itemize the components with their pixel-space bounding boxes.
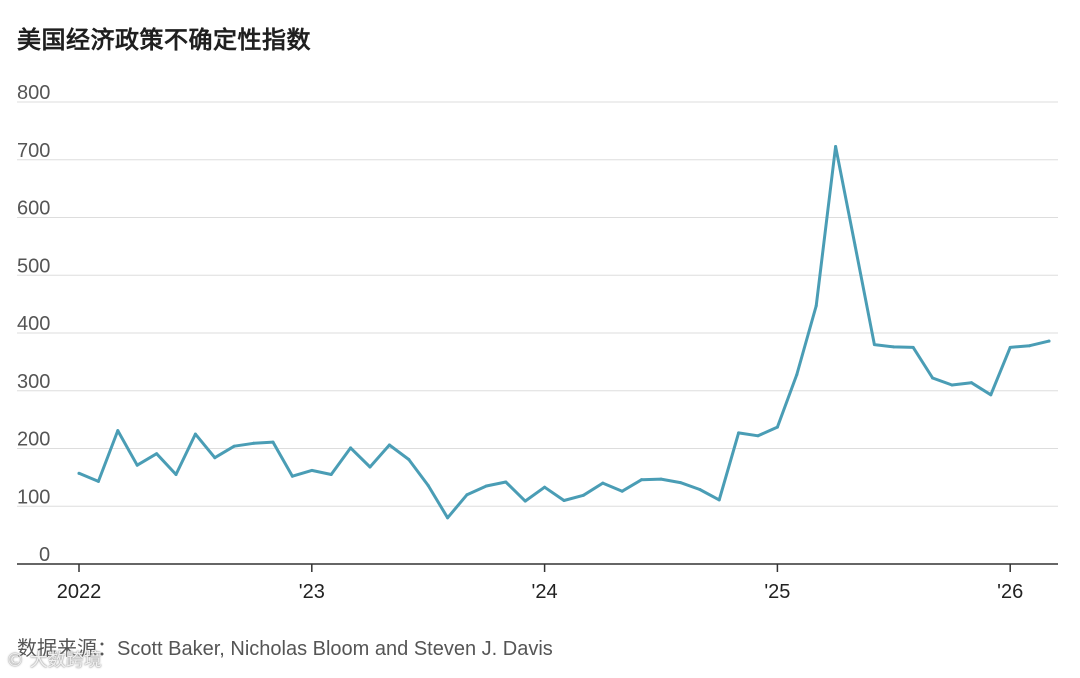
data-point-2025-01: [775, 425, 779, 429]
data-point-2025-04: [834, 144, 838, 148]
data-point-2026-02: [1028, 344, 1032, 348]
y-tick-label-400: 400: [17, 313, 50, 335]
data-point-2022-07: [193, 432, 197, 436]
data-point-2026-01: [1008, 345, 1012, 349]
data-point-2025-05: [853, 243, 857, 247]
data-point-2022-01: [77, 471, 81, 475]
data-point-2022-12: [290, 474, 294, 478]
y-tick-label-300: 300: [17, 371, 50, 393]
source-note: 数据来源：Scott Baker, Nicholas Bloom and Ste…: [17, 638, 553, 660]
data-point-2025-06: [872, 343, 876, 347]
data-point-2025-12: [989, 393, 993, 397]
data-point-2023-08: [446, 516, 450, 520]
data-point-2025-02: [795, 373, 799, 377]
chart-title: 美国经济政策不确定性指数: [17, 26, 311, 54]
data-point-2025-07: [892, 345, 896, 349]
data-point-2024-03: [581, 493, 585, 497]
x-axis-ticks: 2022 '23 '24 '25 '26: [57, 564, 1023, 603]
x-tick-label: '26: [997, 581, 1023, 603]
y-tick-label-500: 500: [17, 255, 50, 277]
data-point-2023-12: [523, 499, 527, 503]
data-point-2024-09: [698, 488, 702, 492]
data-point-2022-06: [174, 472, 178, 476]
series-line-0: [77, 145, 1051, 520]
data-point-2024-10: [717, 498, 721, 502]
data-point-2023-09: [465, 493, 469, 497]
data-point-2024-02: [562, 498, 566, 502]
data-point-2023-05: [387, 443, 391, 447]
data-point-2023-11: [504, 480, 508, 484]
data-point-2023-03: [349, 446, 353, 450]
data-point-2024-01: [543, 485, 547, 489]
data-point-2023-01: [310, 468, 314, 472]
x-tick-label: 2022: [57, 581, 102, 603]
data-point-2025-03: [814, 304, 818, 308]
data-point-2022-05: [155, 452, 159, 456]
y-tick-label-700: 700: [17, 140, 50, 162]
y-tick-label-100: 100: [17, 486, 50, 508]
data-point-2023-07: [426, 483, 430, 487]
data-point-2022-02: [96, 479, 100, 483]
data-point-2022-09: [232, 444, 236, 448]
data-point-2022-11: [271, 440, 275, 444]
data-point-2022-10: [252, 441, 256, 445]
x-tick-label: '25: [764, 581, 790, 603]
y-tick-label-600: 600: [17, 198, 50, 220]
data-point-2024-07: [659, 477, 663, 481]
series-layer: [77, 144, 1051, 520]
x-tick-label: '24: [532, 581, 558, 603]
data-point-2026-03: [1047, 339, 1051, 343]
data-point-2024-04: [601, 481, 605, 485]
x-tick-label: '23: [299, 581, 325, 603]
y-tick-label-200: 200: [17, 429, 50, 451]
y-axis-ticks: 0 100 200 300 400 500 600 700 800: [17, 82, 50, 566]
data-point-2023-10: [484, 484, 488, 488]
gridlines: [17, 101, 1058, 507]
data-point-2022-08: [213, 456, 217, 460]
data-point-2025-11: [969, 381, 973, 385]
data-point-2022-04: [135, 463, 139, 467]
data-point-2025-10: [950, 383, 954, 387]
watermark: © 大数跨境: [6, 650, 102, 671]
data-point-2024-05: [620, 489, 624, 493]
data-point-2022-03: [116, 429, 120, 433]
data-point-2025-08: [911, 345, 915, 349]
y-tick-label-0: 0: [39, 544, 50, 566]
data-point-2023-04: [368, 465, 372, 469]
data-point-2025-09: [931, 376, 935, 380]
data-point-2024-11: [737, 431, 741, 435]
data-point-2024-08: [678, 481, 682, 485]
data-point-2024-06: [640, 478, 644, 482]
y-tick-label-800: 800: [17, 82, 50, 104]
data-point-2023-06: [407, 457, 411, 461]
data-point-2023-02: [329, 472, 333, 476]
data-point-2024-12: [756, 434, 760, 438]
